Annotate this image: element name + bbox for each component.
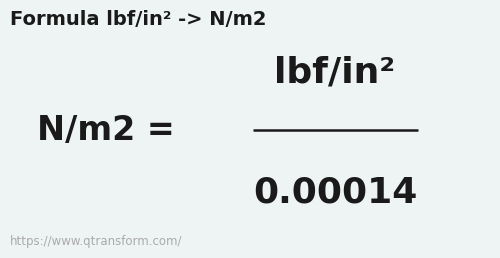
Text: https://www.qtransform.com/: https://www.qtransform.com/ [10, 235, 182, 248]
Text: N/m2 =: N/m2 = [37, 114, 175, 147]
Text: Formula lbf/in² -> N/m2: Formula lbf/in² -> N/m2 [10, 10, 266, 29]
Text: lbf/in²: lbf/in² [274, 55, 396, 89]
Text: 0.00014: 0.00014 [253, 175, 417, 209]
